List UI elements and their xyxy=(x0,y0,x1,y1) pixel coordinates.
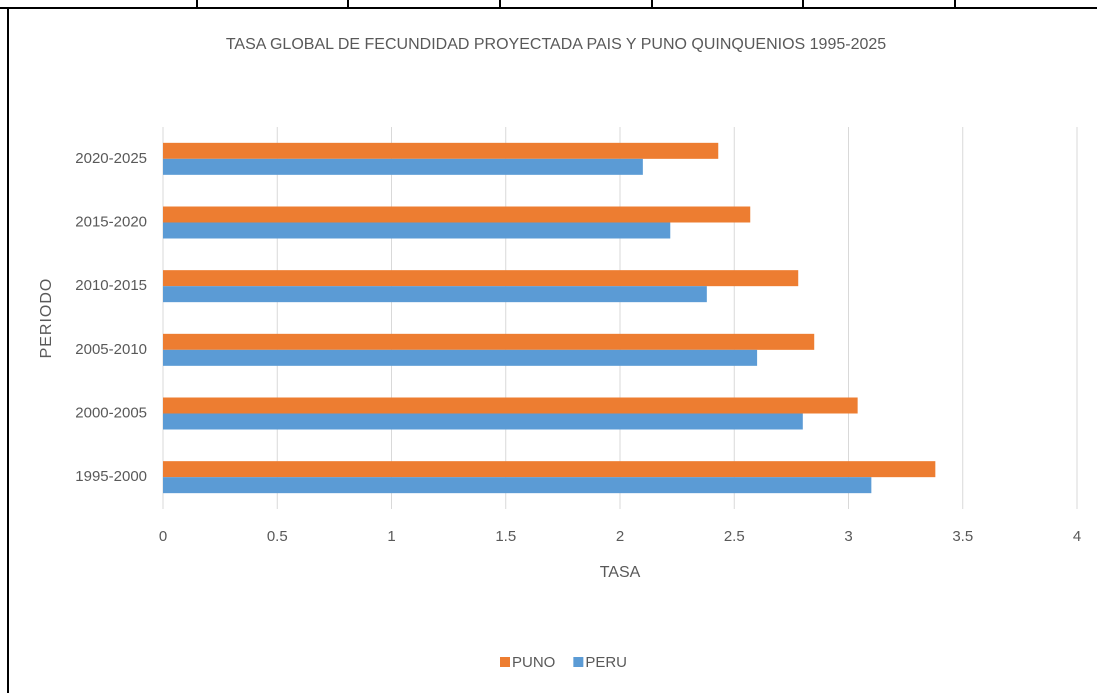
bar xyxy=(163,397,858,414)
bar xyxy=(163,477,872,494)
x-tick-label: 0.5 xyxy=(267,528,288,545)
bar xyxy=(163,461,936,478)
bar xyxy=(163,333,815,350)
x-tick-label: 3 xyxy=(844,528,852,545)
x-tick-label: 2.5 xyxy=(724,528,745,545)
x-tick-label: 2 xyxy=(616,528,624,545)
y-tick-label: 2020-2025 xyxy=(75,150,147,167)
legend-label: PERU xyxy=(585,654,627,671)
chart-title: TASA GLOBAL DE FECUNDIDAD PROYECTADA PAI… xyxy=(226,36,886,53)
x-tick-label: 0 xyxy=(159,528,167,545)
x-tick-label: 1.5 xyxy=(495,528,516,545)
y-tick-label: 2015-2020 xyxy=(75,213,147,230)
y-tick-label: 2005-2010 xyxy=(75,341,147,358)
bar xyxy=(163,413,803,430)
y-tick-label: 2000-2005 xyxy=(75,404,147,421)
bar xyxy=(163,270,799,287)
legend-label: PUNO xyxy=(512,654,555,671)
x-axis-label: TASA xyxy=(600,564,641,581)
bar xyxy=(163,286,707,303)
y-tick-label: 1995-2000 xyxy=(75,468,147,485)
bar xyxy=(163,349,758,366)
legend-swatch xyxy=(573,657,584,667)
bar xyxy=(163,222,671,239)
bar xyxy=(163,206,751,223)
x-tick-label: 3.5 xyxy=(952,528,973,545)
bar xyxy=(163,158,643,175)
x-tick-label: 1 xyxy=(387,528,395,545)
legend-swatch xyxy=(500,657,510,667)
x-tick-label: 4 xyxy=(1073,528,1081,545)
y-axis-label: PERIODO xyxy=(38,278,55,359)
bar xyxy=(163,142,719,159)
y-tick-label: 2010-2015 xyxy=(75,277,147,294)
